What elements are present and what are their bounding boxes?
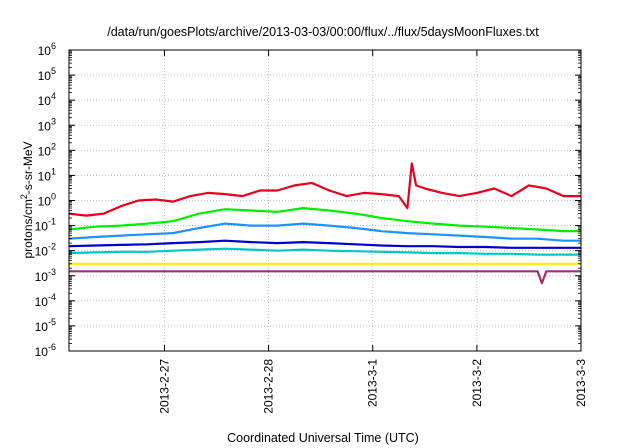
y-tick-label: 10-6: [35, 342, 56, 359]
y-axis-ticks: 10-610-510-410-310-210-11001011021031041…: [35, 41, 581, 359]
y-tick-base: 10: [38, 195, 52, 209]
series-line-2: [68, 207, 581, 233]
y-tick-exponent: 1: [51, 166, 56, 176]
series-line-7: [69, 270, 581, 285]
y-tick-exponent: -6: [48, 342, 56, 352]
y-tick-label: 102: [38, 141, 56, 158]
y-tick-base: 10: [38, 94, 52, 108]
y-axis-label-unit: -s-sr-MeV: [21, 141, 35, 194]
x-axis-ticks: 2013-2-27 2013-2-28 2013-3-1 2013-3-2 2013-3…: [157, 50, 588, 414]
y-tick-exponent: -1: [48, 217, 56, 227]
y-tick-exponent: 5: [51, 66, 56, 76]
y-tick-exponent: 3: [51, 116, 56, 126]
y-tick-base: 10: [35, 345, 49, 359]
y-tick-label: 10-3: [35, 267, 56, 284]
y-tick-exponent: 6: [51, 41, 56, 51]
y-tick-base: 10: [38, 119, 52, 133]
y-tick-exponent: -4: [48, 292, 56, 302]
series-line-5: [68, 247, 581, 256]
y-tick-base: 10: [35, 245, 49, 259]
y-tick-exponent: -2: [48, 242, 56, 252]
y-tick-label: 10-1: [35, 217, 56, 234]
x-tick-label: 2013-3-1: [366, 359, 380, 407]
y-tick-exponent: 0: [51, 192, 56, 202]
y-tick-base: 10: [38, 144, 52, 158]
y-tick-base: 10: [35, 270, 49, 284]
x-tick-label: 2013-2-27: [157, 359, 171, 414]
y-tick-label: 10-2: [35, 242, 56, 259]
y-tick-exponent: 4: [51, 91, 56, 101]
series-line-1: [68, 162, 581, 217]
y-tick-label: 105: [38, 66, 56, 83]
y-axis-label-exponent: 2: [19, 194, 29, 199]
series-group: [68, 162, 581, 285]
y-tick-exponent: 2: [51, 141, 56, 151]
y-axis-label-main: protons/cm: [21, 199, 35, 258]
y-tick-label: 106: [38, 41, 56, 58]
x-tick-label: 2013-2-28: [262, 359, 276, 414]
y-tick-base: 10: [35, 320, 49, 334]
y-tick-label: 103: [38, 116, 56, 133]
y-tick-label: 101: [38, 166, 56, 183]
y-tick-exponent: -3: [48, 267, 56, 277]
y-tick-base: 10: [38, 44, 52, 58]
x-tick-label: 2013-3-3: [574, 359, 588, 407]
y-tick-label: 104: [38, 91, 56, 108]
x-tick-label: 2013-3-2: [470, 359, 484, 407]
y-tick-exponent: -5: [48, 317, 56, 327]
series-line-4: [68, 239, 581, 249]
y-tick-label: 10-4: [35, 292, 56, 309]
series-line-3: [68, 222, 581, 242]
y-tick-base: 10: [38, 69, 52, 83]
y-tick-base: 10: [38, 169, 52, 183]
y-tick-label: 10-5: [35, 317, 56, 334]
y-axis-label: protons/cm2-s-sr-MeV: [19, 141, 35, 258]
y-tick-base: 10: [35, 295, 49, 309]
chart-title: /data/run/goesPlots/archive/2013-03-03/0…: [107, 25, 539, 39]
x-axis-label: Coordinated Universal Time (UTC): [227, 431, 419, 445]
y-tick-base: 10: [35, 220, 49, 234]
y-tick-label: 100: [38, 192, 56, 209]
